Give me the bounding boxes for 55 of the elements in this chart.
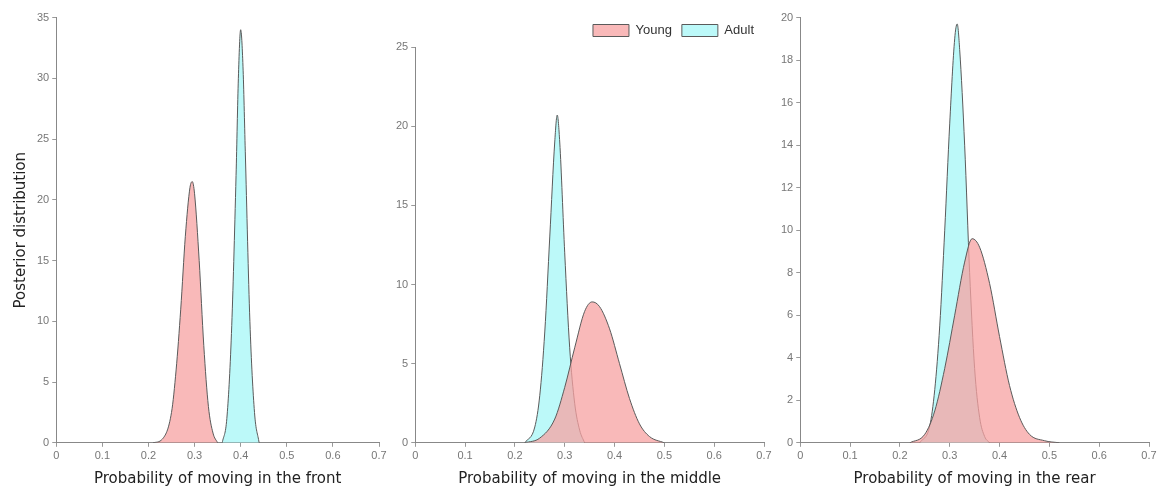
x-axis-title: Probability of moving in the front [93, 468, 342, 487]
y-tick-label: 10 [780, 223, 794, 236]
y-tick-label: 8 [787, 265, 794, 278]
x-axis-title: Probability of moving in the middle [458, 468, 722, 487]
x-tick-label: 0.6 [1091, 449, 1107, 462]
x-tick-label: 0.7 [1141, 449, 1157, 462]
y-tick-label: 20 [36, 192, 50, 205]
x-tick-label: 0.4 [991, 449, 1008, 462]
y-tick-label: 0 [787, 435, 794, 448]
y-tick-label: 10 [395, 277, 409, 290]
y-tick-label: 25 [36, 132, 50, 145]
y-tick-label: 20 [395, 119, 409, 132]
x-tick-label: 0.7 [756, 449, 772, 462]
x-tick-label: 0.6 [325, 449, 341, 462]
y-tick-label: 35 [36, 10, 50, 23]
x-tick-label: 0 [53, 449, 60, 462]
x-tick-label: 0.2 [507, 449, 523, 462]
y-axis-title: Posterior distribution [10, 151, 29, 309]
x-tick-label: 0.3 [557, 449, 573, 462]
x-tick-label: 0.7 [371, 449, 387, 462]
y-tick-label: 18 [780, 53, 794, 66]
x-tick-label: 0 [412, 449, 419, 462]
y-tick-label: 5 [43, 375, 50, 388]
x-axis-title: Probability of moving in the rear [853, 468, 1097, 487]
y-tick-label: 10 [36, 314, 50, 327]
y-tick-label: 15 [36, 253, 50, 266]
x-tick-label: 0.1 [842, 449, 858, 462]
x-tick-label: 0.2 [140, 449, 157, 462]
x-tick-label: 0 [797, 449, 804, 462]
x-tick-label: 0.1 [457, 449, 473, 462]
y-tick-label: 25 [395, 40, 409, 53]
y-tick-label: 2 [787, 393, 794, 406]
x-tick-label: 0.6 [706, 449, 722, 462]
x-tick-label: 0.3 [186, 449, 203, 462]
y-tick-label: 15 [395, 198, 409, 211]
y-tick-label: 30 [36, 71, 50, 84]
y-tick-label: 0 [43, 435, 50, 448]
y-tick-label: 4 [787, 350, 794, 363]
x-tick-label: 0.5 [1041, 449, 1057, 462]
y-tick-label: 0 [402, 435, 409, 448]
x-tick-label: 0.2 [892, 449, 908, 462]
x-tick-label: 0.3 [942, 449, 958, 462]
x-tick-label: 0.4 [233, 449, 249, 462]
legend-label: Young [635, 22, 672, 38]
y-tick-label: 14 [780, 138, 794, 151]
legend-label: Adult [724, 22, 755, 38]
x-tick-label: 0.5 [656, 449, 672, 462]
x-tick-label: 0.5 [279, 449, 295, 462]
y-tick-label: 20 [780, 10, 794, 23]
y-tick-label: 5 [402, 356, 409, 369]
y-tick-label: 12 [780, 180, 794, 193]
x-tick-label: 0.1 [94, 449, 110, 462]
y-tick-label: 16 [780, 95, 794, 108]
x-tick-label: 0.4 [606, 449, 623, 462]
y-tick-label: 6 [787, 308, 794, 321]
